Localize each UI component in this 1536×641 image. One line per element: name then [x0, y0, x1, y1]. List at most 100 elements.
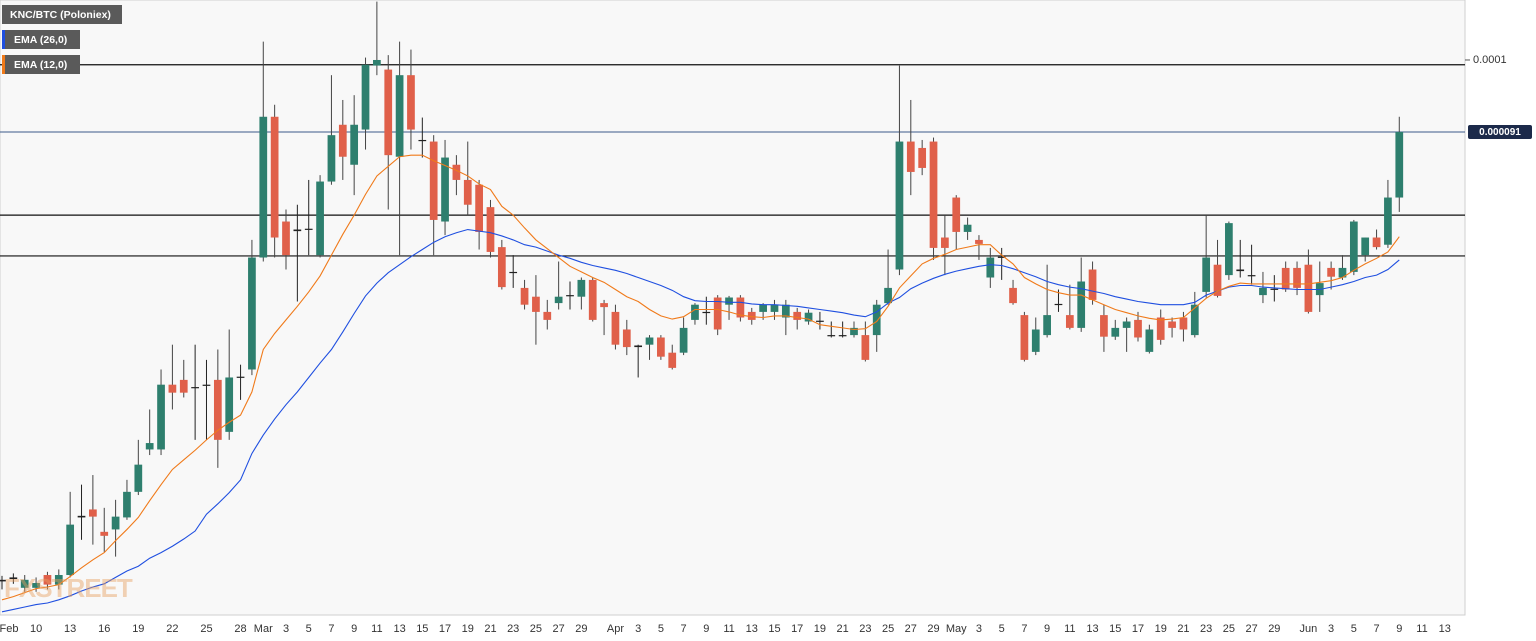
x-tick-label: 3 — [283, 623, 289, 635]
x-tick-label: Jun — [1300, 623, 1318, 635]
x-tick-label: 29 — [575, 623, 587, 635]
candle-body — [520, 287, 529, 305]
candle-body — [1293, 267, 1301, 288]
candle-body — [906, 141, 915, 172]
candle-body — [191, 387, 199, 389]
candle-body — [804, 312, 813, 322]
ema-line — [1, 154, 1400, 601]
x-tick-label: 9 — [703, 623, 709, 635]
candle-body — [1100, 315, 1108, 337]
candle-body — [702, 311, 711, 314]
candle-body — [781, 304, 790, 318]
candle-body — [963, 224, 972, 232]
candle-body — [134, 464, 143, 492]
candle-body — [1065, 315, 1074, 328]
x-tick-label: 19 — [814, 623, 826, 635]
x-tick-label: 17 — [791, 623, 803, 635]
x-tick-label: 10 — [30, 623, 42, 635]
x-tick-label: 25 — [1223, 623, 1235, 635]
candle-body — [1247, 275, 1256, 277]
candle-body — [1020, 315, 1029, 360]
x-tick-label: 29 — [927, 623, 939, 635]
x-tick-label: 17 — [439, 623, 451, 635]
candle-body — [611, 311, 620, 345]
x-tick-label: 7 — [681, 623, 687, 635]
x-tick-label: 11 — [723, 623, 734, 635]
candle-body — [1190, 304, 1199, 336]
candle-body — [1111, 327, 1120, 337]
candle-body — [1077, 281, 1086, 328]
x-tick-label: 29 — [1268, 623, 1280, 635]
x-tick-label: 21 — [837, 623, 849, 635]
x-tick-label: 3 — [635, 623, 641, 635]
last-price-box — [1468, 124, 1532, 139]
x-tick-label: 27 — [553, 623, 565, 635]
candle-body — [543, 311, 552, 320]
candle-body — [952, 197, 961, 232]
candle-body — [895, 141, 904, 270]
candle-body — [157, 384, 165, 450]
x-tick-label: 27 — [1245, 623, 1257, 635]
candle-body — [1168, 321, 1176, 328]
candle-body — [282, 221, 290, 256]
candle-body — [941, 237, 949, 248]
candle-body — [861, 335, 870, 360]
x-tick-label: 13 — [1439, 623, 1451, 635]
candle-body — [100, 531, 109, 536]
x-tick-label: 9 — [351, 623, 357, 635]
x-tick-label: 3 — [1328, 623, 1334, 635]
legend: KNC/BTC (Poloniex) EMA (26,0) EMA (12,0) — [2, 5, 122, 74]
x-tick-label: 25 — [882, 623, 894, 635]
candle-body — [850, 327, 858, 336]
x-tick-label: May — [946, 623, 967, 635]
candle-body — [1304, 264, 1313, 312]
x-tick-label: 28 — [234, 623, 246, 635]
legend-box — [2, 30, 80, 49]
candle-body — [736, 297, 745, 318]
candle-body — [1270, 288, 1279, 290]
x-tick-label: 13 — [746, 623, 758, 635]
candle-body — [9, 577, 18, 580]
candle-body — [1088, 269, 1097, 300]
candle-body — [1054, 303, 1063, 306]
candle-body — [1372, 237, 1381, 248]
candle-body — [509, 271, 518, 274]
candle-body — [872, 304, 881, 336]
candle-body — [1281, 267, 1290, 290]
candle-body — [1134, 319, 1142, 338]
candle-body — [566, 295, 574, 297]
x-tick-label: 15 — [416, 623, 428, 635]
candle-body — [236, 376, 245, 378]
candle-body — [1349, 221, 1358, 272]
candle-body — [645, 337, 654, 345]
candle-body — [452, 164, 461, 180]
candle-body — [577, 279, 586, 297]
candle-body — [225, 377, 234, 432]
x-tick-label: 25 — [200, 623, 212, 635]
candle-body — [66, 524, 75, 576]
x-tick-label: 5 — [306, 623, 312, 635]
candle-body — [213, 379, 222, 440]
candle-body — [395, 75, 404, 157]
candle-body — [1156, 317, 1165, 340]
x-tick-label: 7 — [328, 623, 334, 635]
candle-body — [384, 69, 393, 156]
candle-body — [997, 256, 1006, 258]
candle-body — [327, 135, 336, 182]
legend-title: KNC/BTC (Poloniex) — [10, 9, 111, 21]
candle-body — [1259, 287, 1267, 296]
candle-body — [486, 207, 495, 252]
candle-body — [1213, 264, 1222, 296]
candle-body — [1043, 315, 1051, 336]
candle-body — [634, 345, 643, 348]
candle-body — [259, 116, 268, 258]
x-tick-label: 13 — [64, 623, 76, 635]
x-tick-label: 23 — [859, 623, 871, 635]
x-tick-label: 7 — [1373, 623, 1379, 635]
x-tick-label: 25 — [530, 623, 542, 635]
x-tick-label: 27 — [905, 623, 917, 635]
plot-area — [0, 0, 1466, 616]
candle-body — [202, 384, 211, 386]
legend-entry: EMA (26,0) — [14, 34, 67, 46]
